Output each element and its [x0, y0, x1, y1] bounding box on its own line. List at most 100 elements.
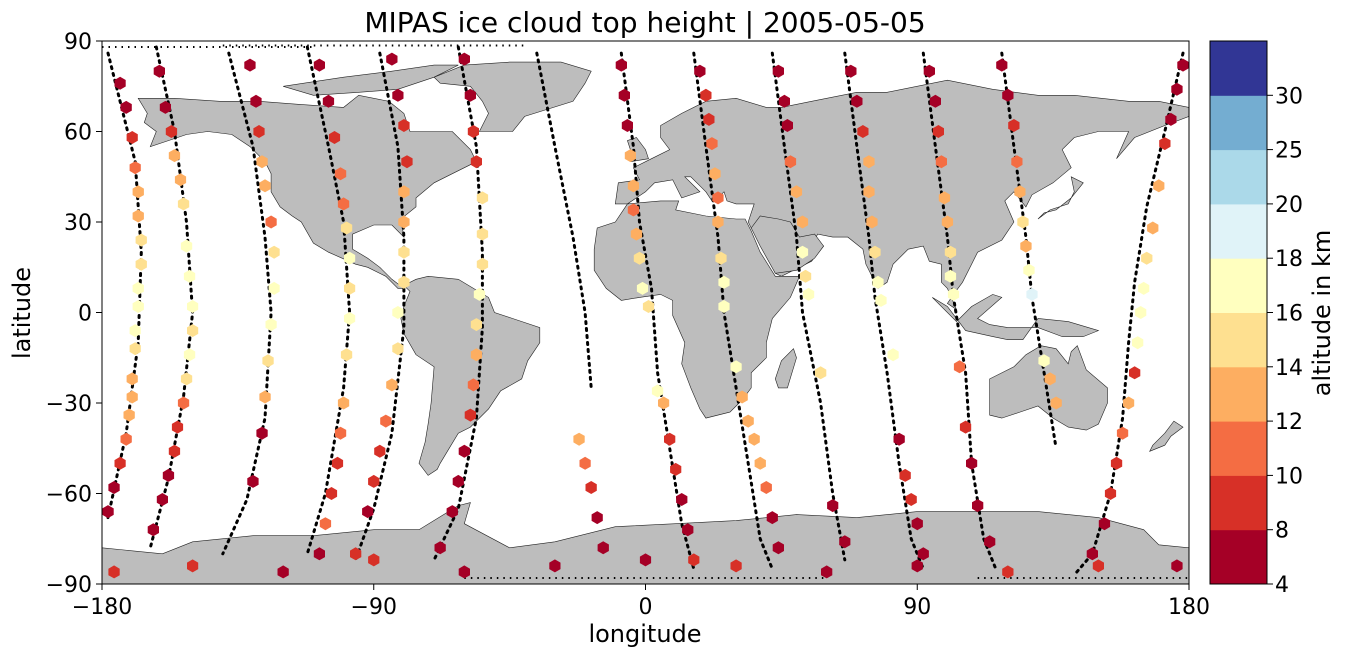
cloud-marker: [651, 384, 664, 398]
cloud-marker: [265, 318, 277, 332]
land-madagascar: [774, 348, 797, 389]
cloud-marker: [268, 281, 280, 295]
cloud-marker: [781, 119, 793, 132]
cloud-marker: [621, 119, 633, 132]
cloud-marker: [682, 523, 694, 537]
cloud-marker: [344, 312, 356, 325]
cloud-marker: [1011, 155, 1023, 169]
cloud-marker: [778, 94, 790, 108]
y-axis: 90 60 30 0 −30 −60 −90: [46, 30, 102, 598]
cloud-marker: [108, 565, 120, 579]
y-tick-label: 90: [64, 30, 92, 55]
cloud-marker: [368, 553, 380, 567]
cloud-marker: [476, 257, 489, 271]
land-arabia: [750, 215, 824, 274]
cloud-marker: [1135, 306, 1147, 319]
cloud-marker: [597, 541, 609, 555]
cloud-marker: [549, 559, 561, 573]
orbit-track: [1072, 51, 1185, 577]
cloud-marker: [996, 58, 1008, 72]
colorbar-tick-label: 18: [1275, 247, 1303, 272]
cloud-marker: [126, 372, 138, 386]
cloud-marker: [177, 396, 190, 410]
orbit-track: [921, 51, 998, 571]
colorbar-segment: [1210, 149, 1267, 205]
cloud-marker: [132, 185, 144, 199]
cloud-marker: [869, 245, 881, 259]
cloud-marker: [313, 547, 325, 561]
y-tick-label: 0: [78, 302, 92, 327]
land-greenland: [433, 61, 592, 132]
cloud-marker: [642, 300, 655, 313]
cloud-marker: [827, 499, 839, 513]
cloud-marker: [815, 366, 827, 380]
cloud-marker: [1020, 239, 1032, 253]
cloud-marker: [1002, 88, 1014, 102]
cloud-marker: [446, 505, 458, 519]
cloud-marker: [1141, 251, 1153, 265]
cloud-marker: [694, 64, 706, 78]
orbit-track: [354, 51, 406, 562]
cloud-marker: [259, 179, 271, 193]
cloud-marker: [334, 167, 347, 181]
cloud-marker: [966, 456, 978, 470]
cloud-marker: [108, 481, 120, 494]
cloud-marker: [256, 155, 268, 169]
cloud-marker: [392, 88, 404, 102]
cloud-marker: [452, 474, 464, 488]
land-south-america: [400, 275, 541, 476]
cloud-marker: [772, 541, 784, 555]
cloud-marker: [476, 191, 489, 205]
colorbar-tick-label: 14: [1275, 356, 1303, 381]
cloud-marker: [821, 565, 833, 579]
cloud-marker: [168, 149, 181, 163]
cloud-marker: [398, 275, 410, 289]
cloud-marker: [1098, 517, 1111, 531]
cloud-marker: [398, 185, 410, 199]
cloud-marker: [174, 173, 187, 187]
cloud-marker: [123, 408, 135, 422]
cloud-marker: [1017, 215, 1029, 229]
cloud-marker: [1147, 221, 1159, 235]
cloud-marker: [938, 191, 951, 205]
cloud-marker: [328, 131, 341, 144]
y-tick-label: −60: [46, 483, 92, 508]
cloud-marker: [268, 245, 280, 259]
cloud-marker: [183, 348, 196, 362]
cloud-marker: [887, 348, 899, 362]
colorbar-segment: [1210, 475, 1267, 531]
cloud-marker: [114, 456, 126, 470]
cloud-marker: [467, 378, 479, 392]
cloud-marker: [959, 420, 972, 434]
cloud-marker: [1044, 372, 1056, 386]
cloud-marker: [337, 396, 350, 410]
cloud-marker: [132, 281, 144, 295]
cloud-marker: [470, 155, 482, 169]
cloud-marker: [165, 125, 178, 138]
cloud-marker-layer: [102, 52, 1189, 579]
cloud-marker: [1050, 396, 1062, 410]
cloud-marker: [187, 559, 199, 573]
cloud-marker: [398, 215, 410, 229]
cloud-marker: [579, 456, 591, 470]
polar-track: [102, 44, 1189, 579]
y-tick-label: −90: [46, 573, 92, 598]
cloud-marker: [392, 306, 404, 319]
cloud-marker: [256, 426, 268, 440]
cloud-marker: [799, 269, 812, 283]
cloud-marker: [129, 161, 141, 175]
land-new-zealand: [1149, 420, 1184, 452]
cloud-marker: [380, 414, 392, 428]
cloud-marker: [1171, 559, 1183, 573]
orbit-track: [535, 51, 593, 390]
cloud-marker: [129, 324, 141, 338]
cloud-marker: [664, 432, 676, 446]
cloud-marker: [162, 468, 175, 482]
cloud-marker: [102, 505, 114, 519]
cloud-marker: [180, 239, 193, 253]
x-tick-label: 0: [639, 595, 653, 620]
cloud-marker: [132, 300, 144, 313]
cloud-marker: [944, 245, 957, 259]
cloud-marker: [624, 149, 636, 163]
